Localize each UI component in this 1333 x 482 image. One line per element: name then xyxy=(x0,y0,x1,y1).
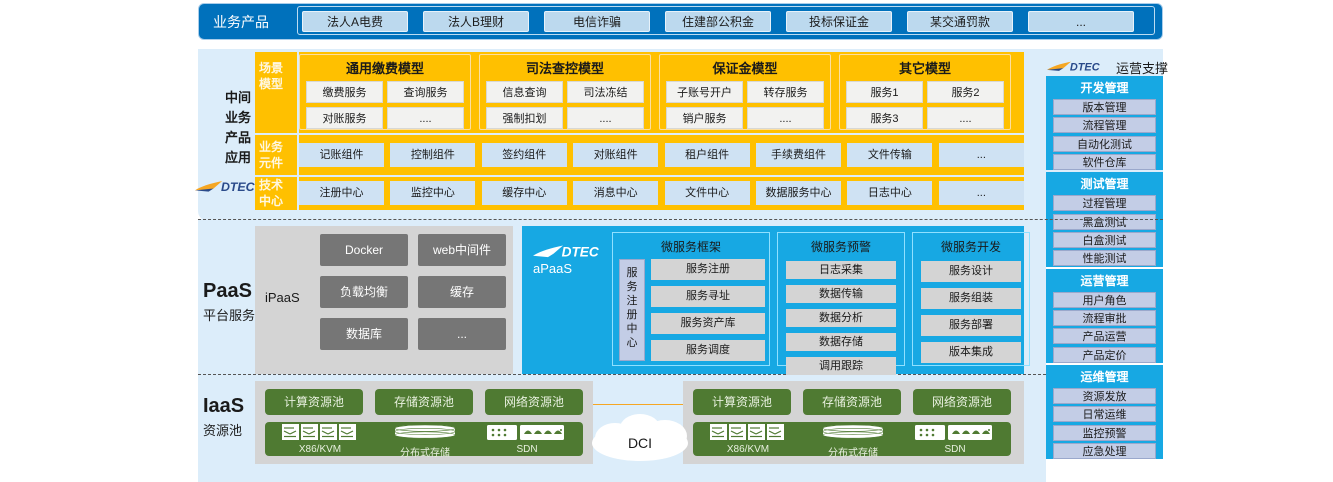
svg-text:DTEC: DTEC xyxy=(1070,61,1100,73)
svg-text:DTEC: DTEC xyxy=(562,244,599,259)
svg-text:DCI: DCI xyxy=(628,435,652,451)
svg-text:DTEC: DTEC xyxy=(221,180,256,194)
